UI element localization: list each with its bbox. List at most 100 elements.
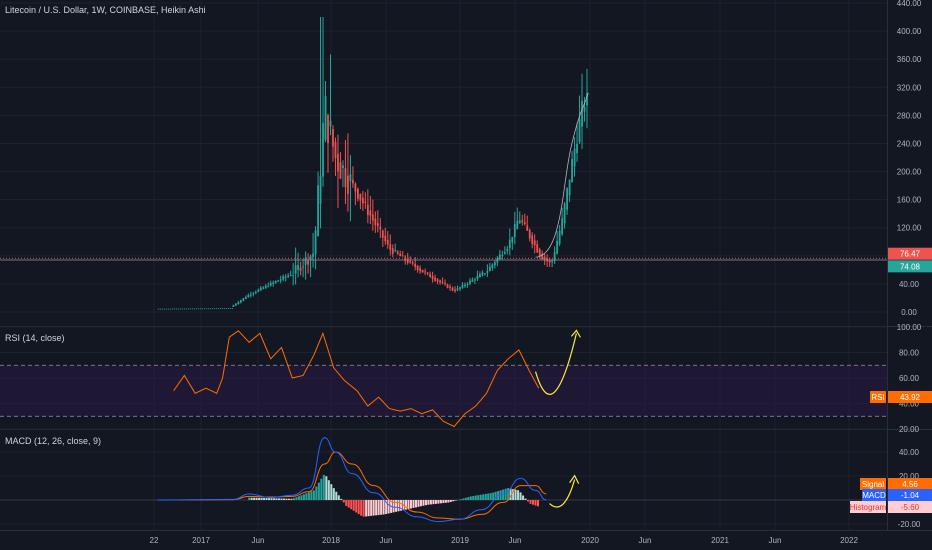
macd-annotation-arrow bbox=[549, 479, 576, 508]
candle-body bbox=[498, 254, 501, 260]
price-badge-green-value: 74.08 bbox=[900, 262, 921, 271]
histogram-bar bbox=[352, 500, 355, 511]
candle-body bbox=[401, 255, 404, 257]
histogram-bar bbox=[265, 498, 268, 500]
candle-body bbox=[441, 281, 444, 283]
candle-body bbox=[573, 148, 576, 167]
histogram-bar bbox=[514, 489, 517, 500]
histogram-bar bbox=[454, 500, 457, 501]
candle-body bbox=[249, 294, 252, 296]
histogram-bar bbox=[315, 486, 318, 500]
candle-body bbox=[252, 293, 255, 295]
histogram-bar bbox=[484, 493, 487, 500]
histogram-bar bbox=[258, 497, 261, 500]
candle-body bbox=[352, 179, 354, 184]
candle-body bbox=[491, 264, 494, 269]
histogram-bar bbox=[502, 489, 505, 500]
histogram-bar bbox=[307, 492, 310, 500]
candle-body bbox=[571, 158, 573, 183]
signal-line bbox=[157, 451, 547, 520]
candle-body bbox=[503, 252, 506, 254]
candle-body bbox=[479, 274, 481, 278]
histogram-bar bbox=[457, 499, 460, 501]
macd-badge-value: -1.04 bbox=[901, 491, 920, 500]
histogram-bar bbox=[412, 500, 415, 508]
candle-body bbox=[391, 248, 394, 254]
candle-body bbox=[269, 282, 272, 286]
candle-body bbox=[538, 249, 541, 257]
histogram-bar bbox=[385, 500, 388, 515]
candle-body bbox=[242, 298, 245, 301]
candle-body bbox=[459, 287, 461, 290]
histogram-bar bbox=[248, 497, 251, 500]
histogram-bar bbox=[297, 496, 300, 500]
candle-body bbox=[508, 239, 511, 249]
candle-body bbox=[476, 275, 479, 280]
candle-body bbox=[277, 280, 280, 282]
candle-body bbox=[371, 214, 374, 221]
y-tick-label: 40.00 bbox=[899, 280, 920, 289]
histogram-bar bbox=[395, 500, 398, 512]
candle-body bbox=[374, 218, 377, 226]
histogram-bar bbox=[325, 476, 328, 500]
signal-badge-value-bg bbox=[888, 478, 932, 490]
x-tick-label: Jun bbox=[380, 536, 393, 545]
histogram-bar bbox=[375, 500, 378, 516]
histogram-bar bbox=[397, 500, 400, 512]
macd-pane[interactable] bbox=[0, 437, 887, 523]
rsi-pane[interactable] bbox=[0, 329, 887, 428]
candle-body bbox=[563, 203, 566, 224]
candle-body bbox=[396, 251, 399, 254]
candle-body bbox=[292, 274, 295, 276]
macd-badge-value-bg bbox=[888, 489, 932, 501]
candle-body bbox=[254, 291, 257, 294]
histogram-bar bbox=[380, 500, 383, 515]
candle-body bbox=[419, 268, 422, 272]
candle-body bbox=[566, 188, 568, 210]
histogram-bar bbox=[474, 495, 477, 500]
macd-arrow-head bbox=[569, 474, 580, 484]
candle-body bbox=[244, 297, 247, 299]
histogram-bar bbox=[447, 500, 450, 503]
candle-body bbox=[299, 267, 302, 271]
macd-line bbox=[157, 437, 547, 523]
candle-body bbox=[359, 193, 362, 201]
histogram-bar bbox=[355, 500, 358, 513]
histogram-bar bbox=[250, 497, 253, 500]
candle-body bbox=[424, 271, 427, 273]
histogram-bar bbox=[370, 500, 373, 516]
x-tick-label: Jun bbox=[509, 536, 522, 545]
candle-body bbox=[347, 175, 349, 195]
candle-body bbox=[553, 252, 556, 262]
x-tick-label: 2022 bbox=[840, 536, 858, 545]
histogram-bar bbox=[327, 480, 330, 500]
histogram-bar bbox=[524, 498, 527, 500]
symbol-title[interactable]: Litecoin / U.S. Dollar, 1W, COINBASE, He… bbox=[5, 5, 206, 15]
histogram-bar bbox=[432, 500, 435, 505]
histogram-bar bbox=[429, 500, 432, 505]
histogram-bar bbox=[469, 496, 472, 500]
candle-body bbox=[523, 222, 526, 225]
candle-body bbox=[239, 300, 242, 303]
histogram-bar bbox=[507, 488, 510, 500]
histogram-bar bbox=[492, 492, 495, 500]
candle-body bbox=[469, 280, 471, 284]
price-pane[interactable] bbox=[0, 17, 887, 310]
candle-body bbox=[451, 287, 454, 291]
histogram-bar bbox=[442, 500, 445, 504]
macd-title[interactable]: MACD (12, 26, close, 9) bbox=[5, 436, 102, 446]
candle-body bbox=[369, 210, 372, 216]
histogram-bar bbox=[253, 497, 256, 500]
x-tick-label: Jun bbox=[639, 536, 652, 545]
candle-body bbox=[322, 122, 324, 177]
histogram-bar bbox=[377, 500, 380, 516]
histogram-bar bbox=[357, 500, 360, 515]
candle-body bbox=[541, 253, 544, 260]
rsi-title[interactable]: RSI (14, close) bbox=[5, 333, 65, 343]
value-badges: 76.47 74.08 RSI 43.92 Signal 4.56 MACD -1.04 His… bbox=[850, 247, 932, 513]
candle-body bbox=[376, 223, 379, 227]
candle-body bbox=[389, 244, 392, 250]
candle-body bbox=[558, 230, 561, 245]
histogram-bar bbox=[387, 500, 390, 514]
